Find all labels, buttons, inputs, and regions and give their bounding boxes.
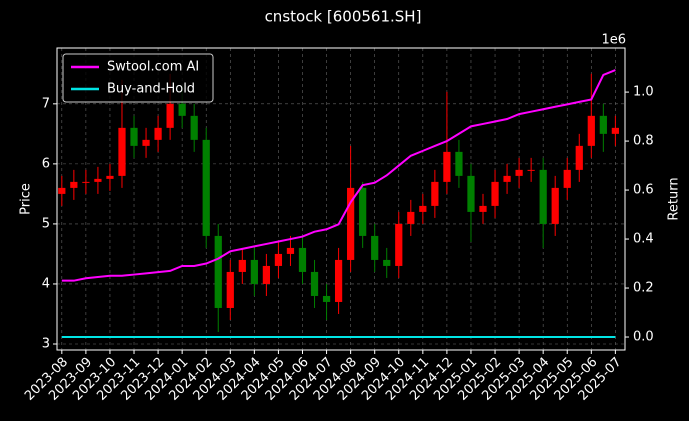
candle-body [190,115,198,140]
candle-body [347,187,355,260]
candle-body [407,211,415,224]
candle-body [118,127,126,176]
y-tick-label: 6 [42,156,50,171]
candle-body [130,127,138,146]
candle-body [226,271,234,308]
candle-body [202,139,210,236]
candle-body [178,103,186,116]
legend-label: Buy-and-Hold [107,82,195,97]
y2-tick-label: 0.8 [633,134,654,149]
candle-body [491,181,499,206]
candle-body [310,271,319,296]
candle-body [298,247,307,272]
candle-body [563,169,571,188]
y-tick-label: 3 [42,336,50,351]
candle-body [322,295,331,302]
legend-label: Swtool.com AI [107,60,199,75]
chart-title: cnstock [600561.SH] [265,8,422,26]
candle-body [334,259,343,302]
candle-body [262,265,270,284]
candle-body [286,247,295,254]
candle-body [70,181,78,188]
candle-body [58,187,66,194]
y-tick-label: 5 [42,216,50,231]
candle-body [274,253,283,266]
candle-body [611,127,619,134]
y2-tick-label: 1.0 [633,85,654,100]
y2-tick-label: 0.4 [633,232,654,247]
candle-body [479,205,487,212]
y2-tick-label: 0.6 [633,183,654,198]
candle-body [82,181,90,183]
candle-body [395,223,403,266]
candle-body [515,169,523,176]
candle-body [587,115,595,146]
y-axis-label: Price [19,183,34,215]
y2-tick-label: 0.2 [633,281,654,296]
candle-body [238,259,246,272]
candle-body [371,235,379,260]
candle-body [599,115,607,134]
y2-axis-label: Return [667,177,682,220]
candle-body [250,259,258,284]
y-tick-label: 7 [42,96,50,111]
candle-body [551,187,559,224]
y2-tick-label: 0.0 [633,330,654,345]
legend-box [62,53,214,103]
candle-body [467,175,475,212]
return-line [61,69,616,282]
candle-body [142,139,150,146]
candle-body [214,235,222,308]
candle-body [359,187,367,236]
candle-body [455,151,463,176]
candle-body [419,205,427,212]
candle-body [94,178,102,182]
candle-body [106,175,114,179]
candle-body [503,175,511,182]
candle-body [431,181,439,206]
candle-body [154,127,162,140]
y-tick-label: 4 [42,276,50,291]
candle-body [383,259,391,266]
y2-offset-label: 1e6 [601,33,626,48]
candle-body [443,151,451,182]
candle-body [539,169,547,224]
candle-body [575,145,583,170]
plot-frame [56,47,626,351]
candle-body [527,169,535,171]
candle-body [166,103,174,128]
